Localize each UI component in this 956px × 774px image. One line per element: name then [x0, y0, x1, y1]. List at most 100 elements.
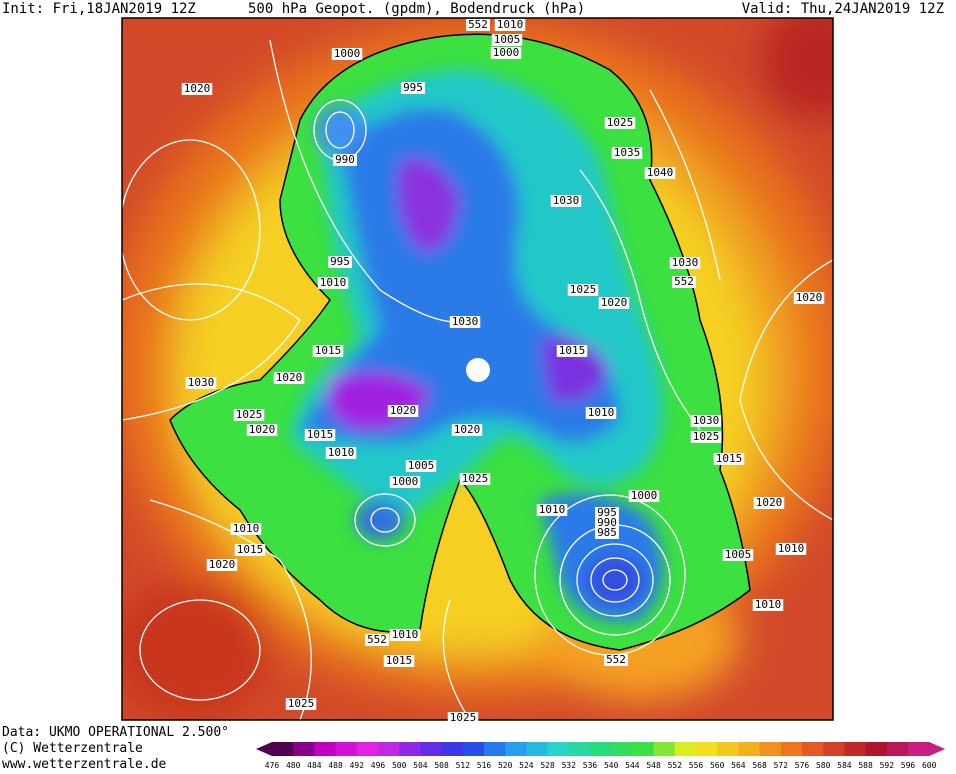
isobar-label: 1000 — [493, 46, 520, 59]
colorbar-arrow-left — [256, 742, 272, 756]
isobar-label: 1000 — [334, 47, 361, 60]
isobar-label: 1010 — [233, 522, 260, 535]
isobar-label-box — [304, 429, 336, 441]
isobar-label-box — [333, 154, 357, 166]
isobar-label: 1020 — [454, 423, 481, 436]
isobar-label: 1010 — [539, 503, 566, 516]
colorbar-swatch — [568, 742, 591, 756]
colorbar-label: 584 — [837, 761, 852, 770]
isobar-label-box — [793, 292, 825, 304]
colorbar-label: 596 — [901, 761, 916, 770]
isobar-label: 1015 — [559, 344, 586, 357]
colorbar-swatch — [293, 742, 315, 756]
colorbar-swatch — [441, 742, 464, 756]
colorbar-label: 592 — [880, 761, 895, 770]
isobar-label: 1010 — [588, 406, 615, 419]
isobar-label-box — [494, 19, 526, 31]
isobar-label-box — [405, 460, 437, 472]
isobar-label-box — [328, 256, 352, 268]
colorbar: 476 480 484 488 492 496 500 504 508 512 516 520 524 5… — [256, 742, 946, 770]
isobar-label-box — [490, 47, 522, 59]
isobar-label-box — [595, 517, 619, 529]
colorbar-label: 536 — [583, 761, 598, 770]
map-title: 500 hPa Geopot. (gpdm), Bodendruck (hPa) — [248, 1, 585, 17]
colorbar-swatch — [865, 742, 888, 756]
colorbar-swatch — [611, 742, 633, 756]
colorbar-swatch — [314, 742, 337, 756]
colorbar-arrow-right — [929, 742, 946, 756]
isobar-label-box — [317, 277, 349, 289]
colorbar-label: 492 — [350, 761, 365, 770]
isobar-label: 1025 — [450, 711, 477, 724]
isobar-label: 1010 — [497, 18, 524, 31]
colorbar-label: 484 — [307, 761, 322, 770]
isobar-label: 1040 — [647, 166, 674, 179]
isobar-label: 1000 — [631, 489, 658, 502]
isobar-label-box — [611, 147, 643, 159]
isobar-label: 1020 — [756, 496, 783, 509]
isobar-label-box — [585, 407, 617, 419]
colorbar-label: 508 — [434, 761, 449, 770]
isobar-label: 1000 — [392, 475, 419, 488]
isobar-label: 1035 — [614, 146, 641, 159]
isobar-label: 1015 — [716, 452, 743, 465]
isobar-label-box — [181, 83, 213, 95]
colorbar-label: 556 — [689, 761, 704, 770]
colorbar-swatch — [420, 742, 443, 756]
colorbar-label: 564 — [731, 761, 746, 770]
isobar-label-box — [644, 167, 676, 179]
isobar-label: 1015 — [237, 543, 264, 556]
isobar-label: 552 — [367, 633, 387, 646]
isobar-label-box — [753, 497, 785, 509]
isobar-label-box — [246, 424, 278, 436]
isobar-label-box — [273, 372, 305, 384]
colorbar-label: 520 — [498, 761, 513, 770]
colorbar-label: 544 — [625, 761, 640, 770]
isobar-label-box — [604, 117, 636, 129]
isobar-label: 552 — [606, 653, 626, 666]
isobar-label-box — [447, 712, 479, 724]
colorbar-label: 568 — [752, 761, 767, 770]
isobar-label: 1030 — [553, 194, 580, 207]
isobars — [122, 39, 833, 720]
isobar-label: 1010 — [778, 542, 805, 555]
valid-time: Valid: Thu,24JAN2019 12Z — [742, 1, 944, 17]
isobar-label-box — [550, 195, 582, 207]
isobar-label-box — [387, 405, 419, 417]
isobar-label: 1005 — [494, 33, 521, 46]
isobar-label-box — [451, 424, 483, 436]
colorbar-swatch — [526, 742, 549, 756]
colorbar-label: 552 — [668, 761, 683, 770]
isobar-label: 1020 — [249, 423, 276, 436]
colorbar-swatch — [717, 742, 739, 756]
isobar-label-box — [595, 527, 619, 539]
copyright: (C) Wetterzentrale — [2, 741, 143, 756]
colorbar-label: 524 — [519, 761, 534, 770]
isobar-label-box — [604, 654, 628, 666]
isobar-label-box — [331, 48, 363, 60]
colorbar-swatch — [844, 742, 867, 756]
map-field — [122, 18, 833, 720]
colorbar-swatch — [674, 742, 697, 756]
colorbar-swatch — [335, 742, 358, 756]
colorbar-label: 548 — [646, 761, 661, 770]
isobar-label-box — [389, 629, 421, 641]
isobar-label-box — [365, 634, 389, 646]
isobar-label: 985 — [597, 526, 617, 539]
colorbar-label: 500 — [392, 761, 407, 770]
isobar-label: 990 — [335, 153, 355, 166]
isobar-label: 1025 — [236, 408, 263, 421]
isobar-label: 995 — [330, 255, 350, 268]
isobar-label: 1025 — [288, 697, 315, 710]
isobar-label-box — [383, 655, 415, 667]
isobar-label: 995 — [403, 81, 423, 94]
colorbar-label: 480 — [286, 761, 301, 770]
colorbar-swatch — [823, 742, 845, 756]
isobar-label: 1010 — [328, 446, 355, 459]
colorbar-label: 560 — [710, 761, 725, 770]
colorbar-swatch — [590, 742, 612, 756]
isobar-label-box — [206, 559, 238, 571]
isobar-label-box — [672, 276, 696, 288]
isobar-label-box — [567, 284, 599, 296]
